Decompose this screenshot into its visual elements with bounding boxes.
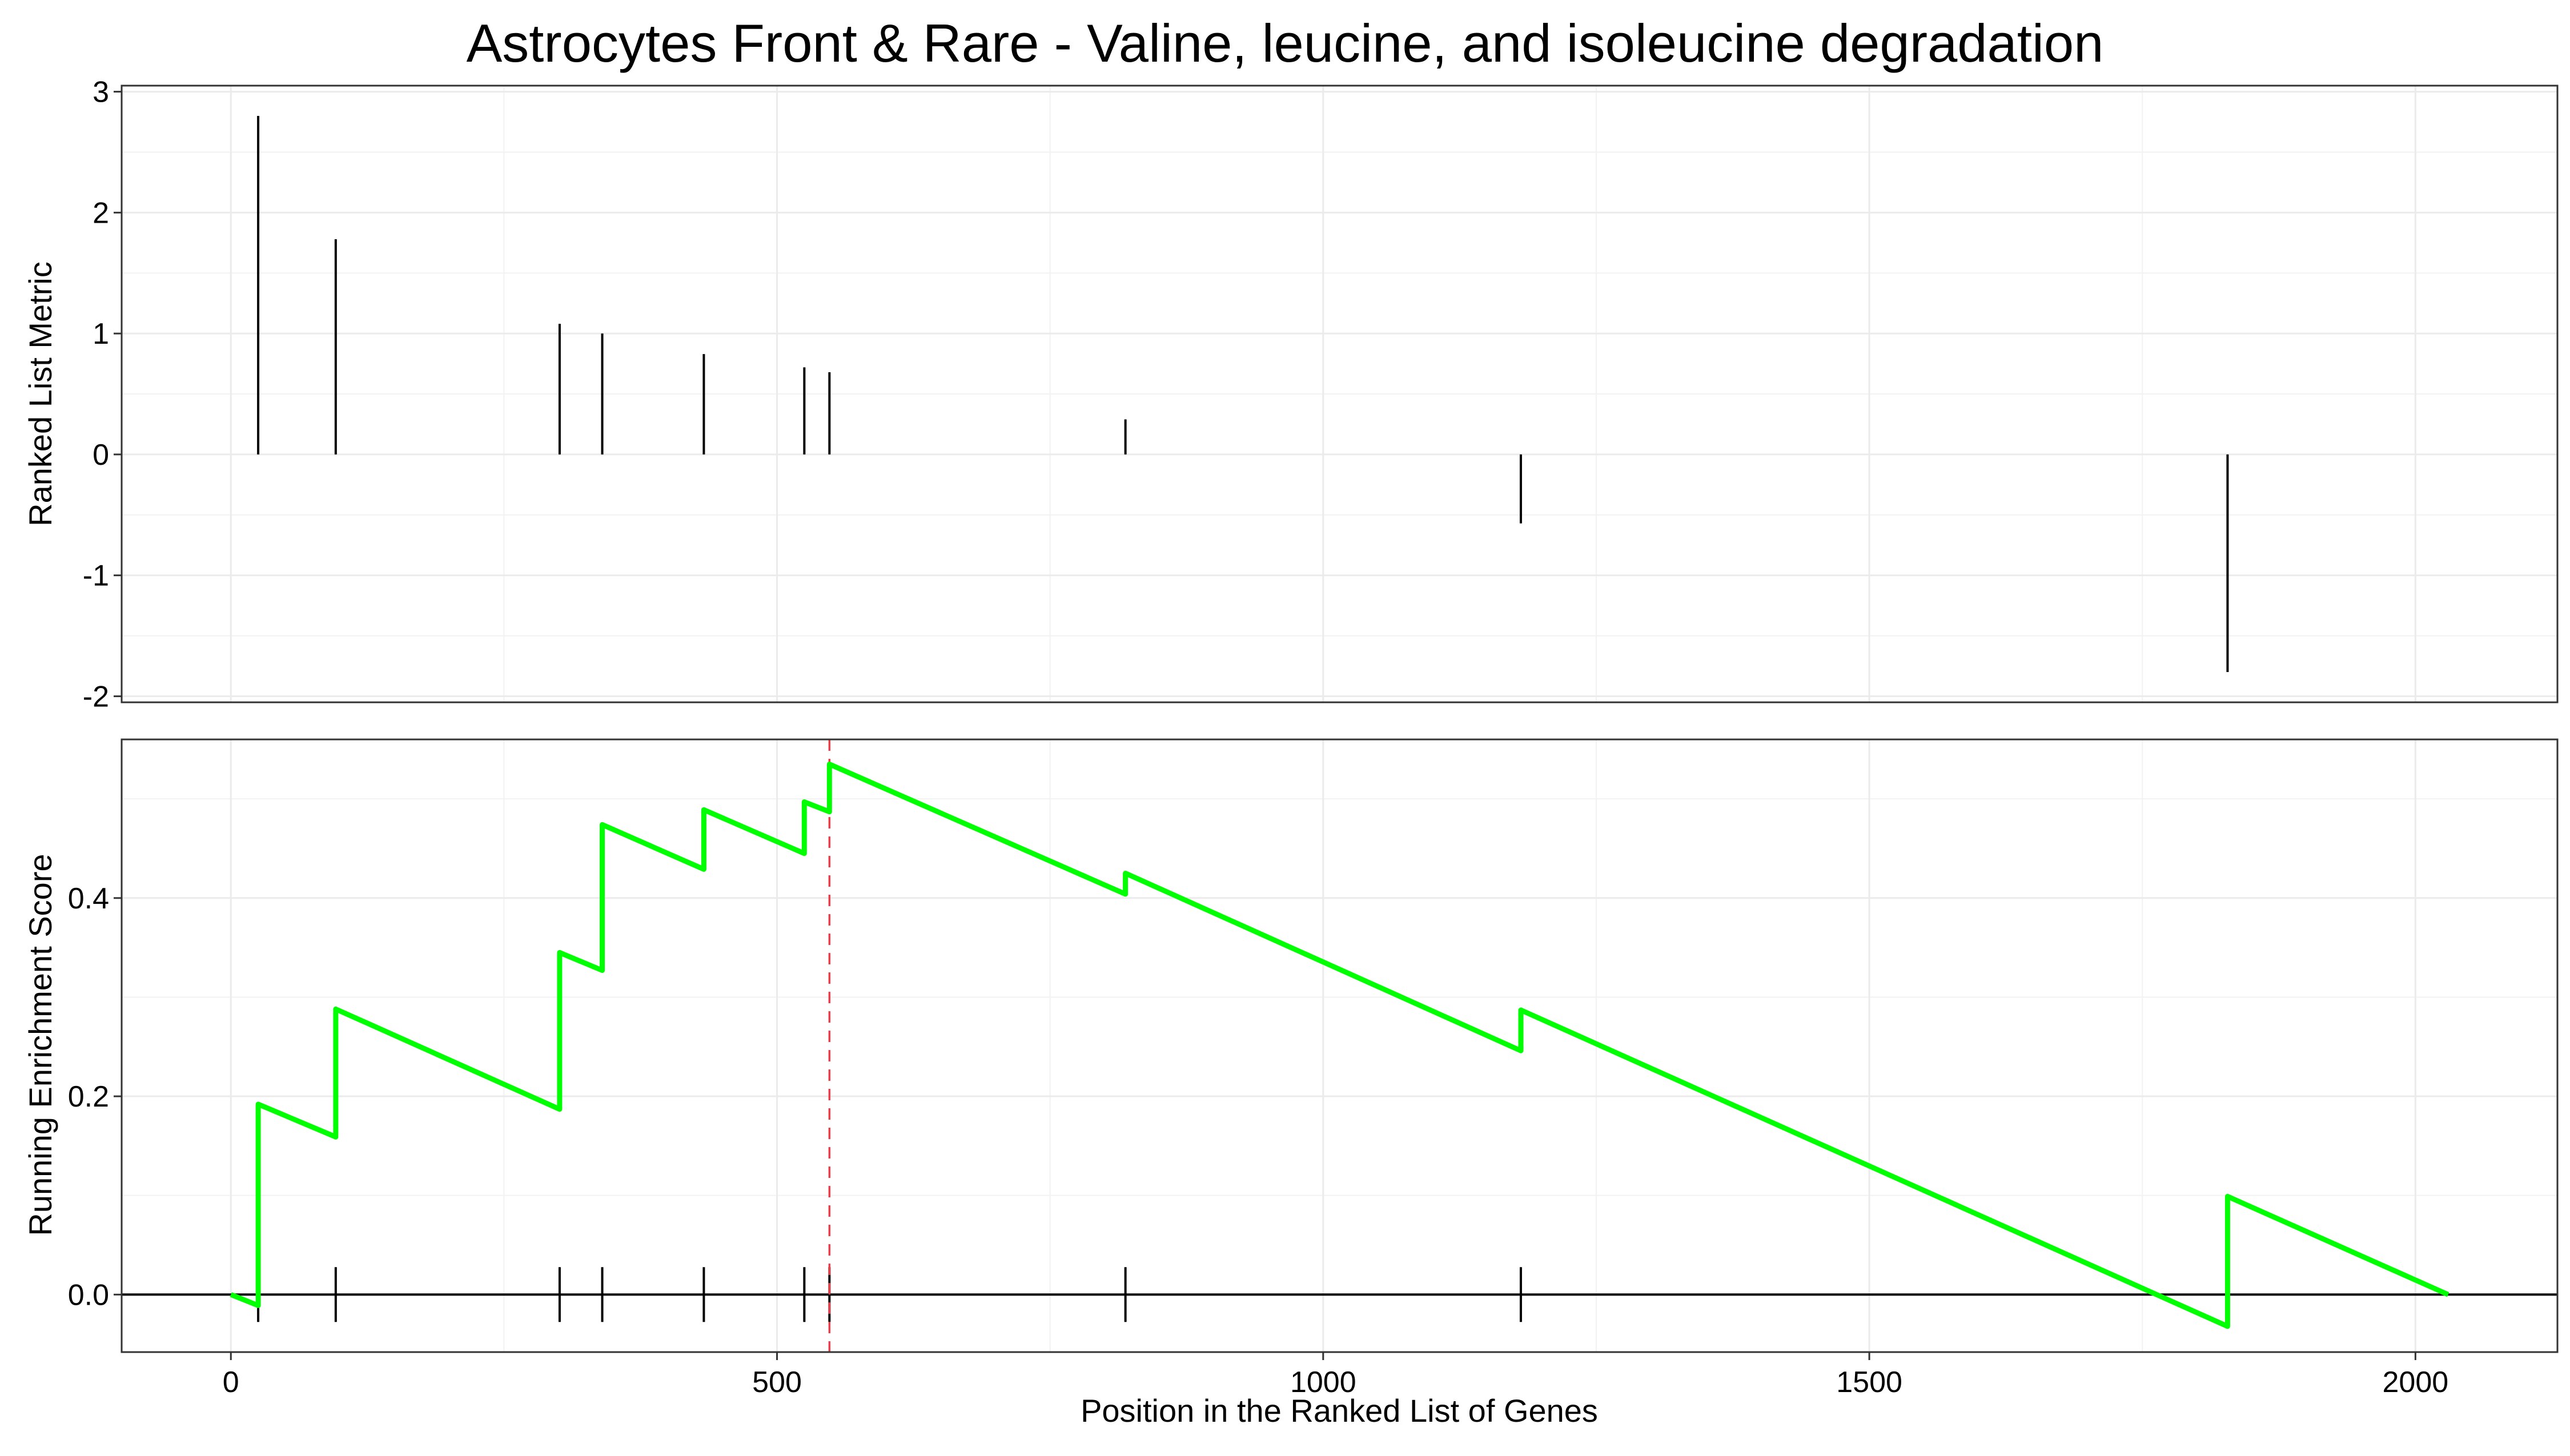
- ranked-metric-gridlines: [122, 86, 2557, 702]
- y-tick-label: 1: [93, 317, 109, 351]
- x-tick-label: 1500: [1836, 1366, 1902, 1399]
- running-es-y-axis-title: Running Enrichment Score: [22, 854, 58, 1236]
- x-tick-label: 500: [752, 1366, 802, 1399]
- running-es-panel: 0.0 0.2 0.4 Running Enrichment Score: [22, 738, 2559, 1353]
- y-tick-label: 0.4: [68, 882, 109, 915]
- y-tick-label: 2: [93, 196, 109, 230]
- ranked-metric-y-axis-title: Ranked List Metric: [22, 262, 58, 526]
- x-tick-label: 1000: [1290, 1366, 1356, 1399]
- ranked-metric-panel-border: [121, 85, 2559, 703]
- running-es-content: [122, 739, 2557, 1352]
- x-axis: 0 500 1000 1500 2000: [223, 1352, 2448, 1399]
- ranked-metric-bars: [257, 115, 2229, 673]
- y-tick-label: 0.2: [68, 1080, 109, 1113]
- ranked-metric-panel: -2 -1 0 1 2 3 Ranked List Metric: [22, 76, 2559, 713]
- running-es-panel-border: [121, 738, 2559, 1353]
- x-tick-label: 0: [223, 1366, 239, 1399]
- ranked-metric-y-axis: -2 -1 0 1 2 3: [83, 76, 122, 713]
- y-tick-label: -1: [83, 560, 109, 593]
- running-es-line: [230, 761, 2449, 1329]
- x-axis-title: Position in the Ranked List of Genes: [1081, 1393, 1598, 1429]
- y-tick-label: 3: [93, 76, 109, 109]
- y-tick-label: 0.0: [68, 1278, 109, 1312]
- chart-title: Astrocytes Front & Rare - Valine, leucin…: [467, 13, 2104, 73]
- x-tick-label: 2000: [2383, 1366, 2449, 1399]
- y-tick-label: 0: [93, 439, 109, 472]
- running-es-y-axis: 0.0 0.2 0.4: [68, 882, 122, 1312]
- y-tick-label: -2: [83, 680, 109, 713]
- running-es-panel-background: [122, 739, 2557, 1352]
